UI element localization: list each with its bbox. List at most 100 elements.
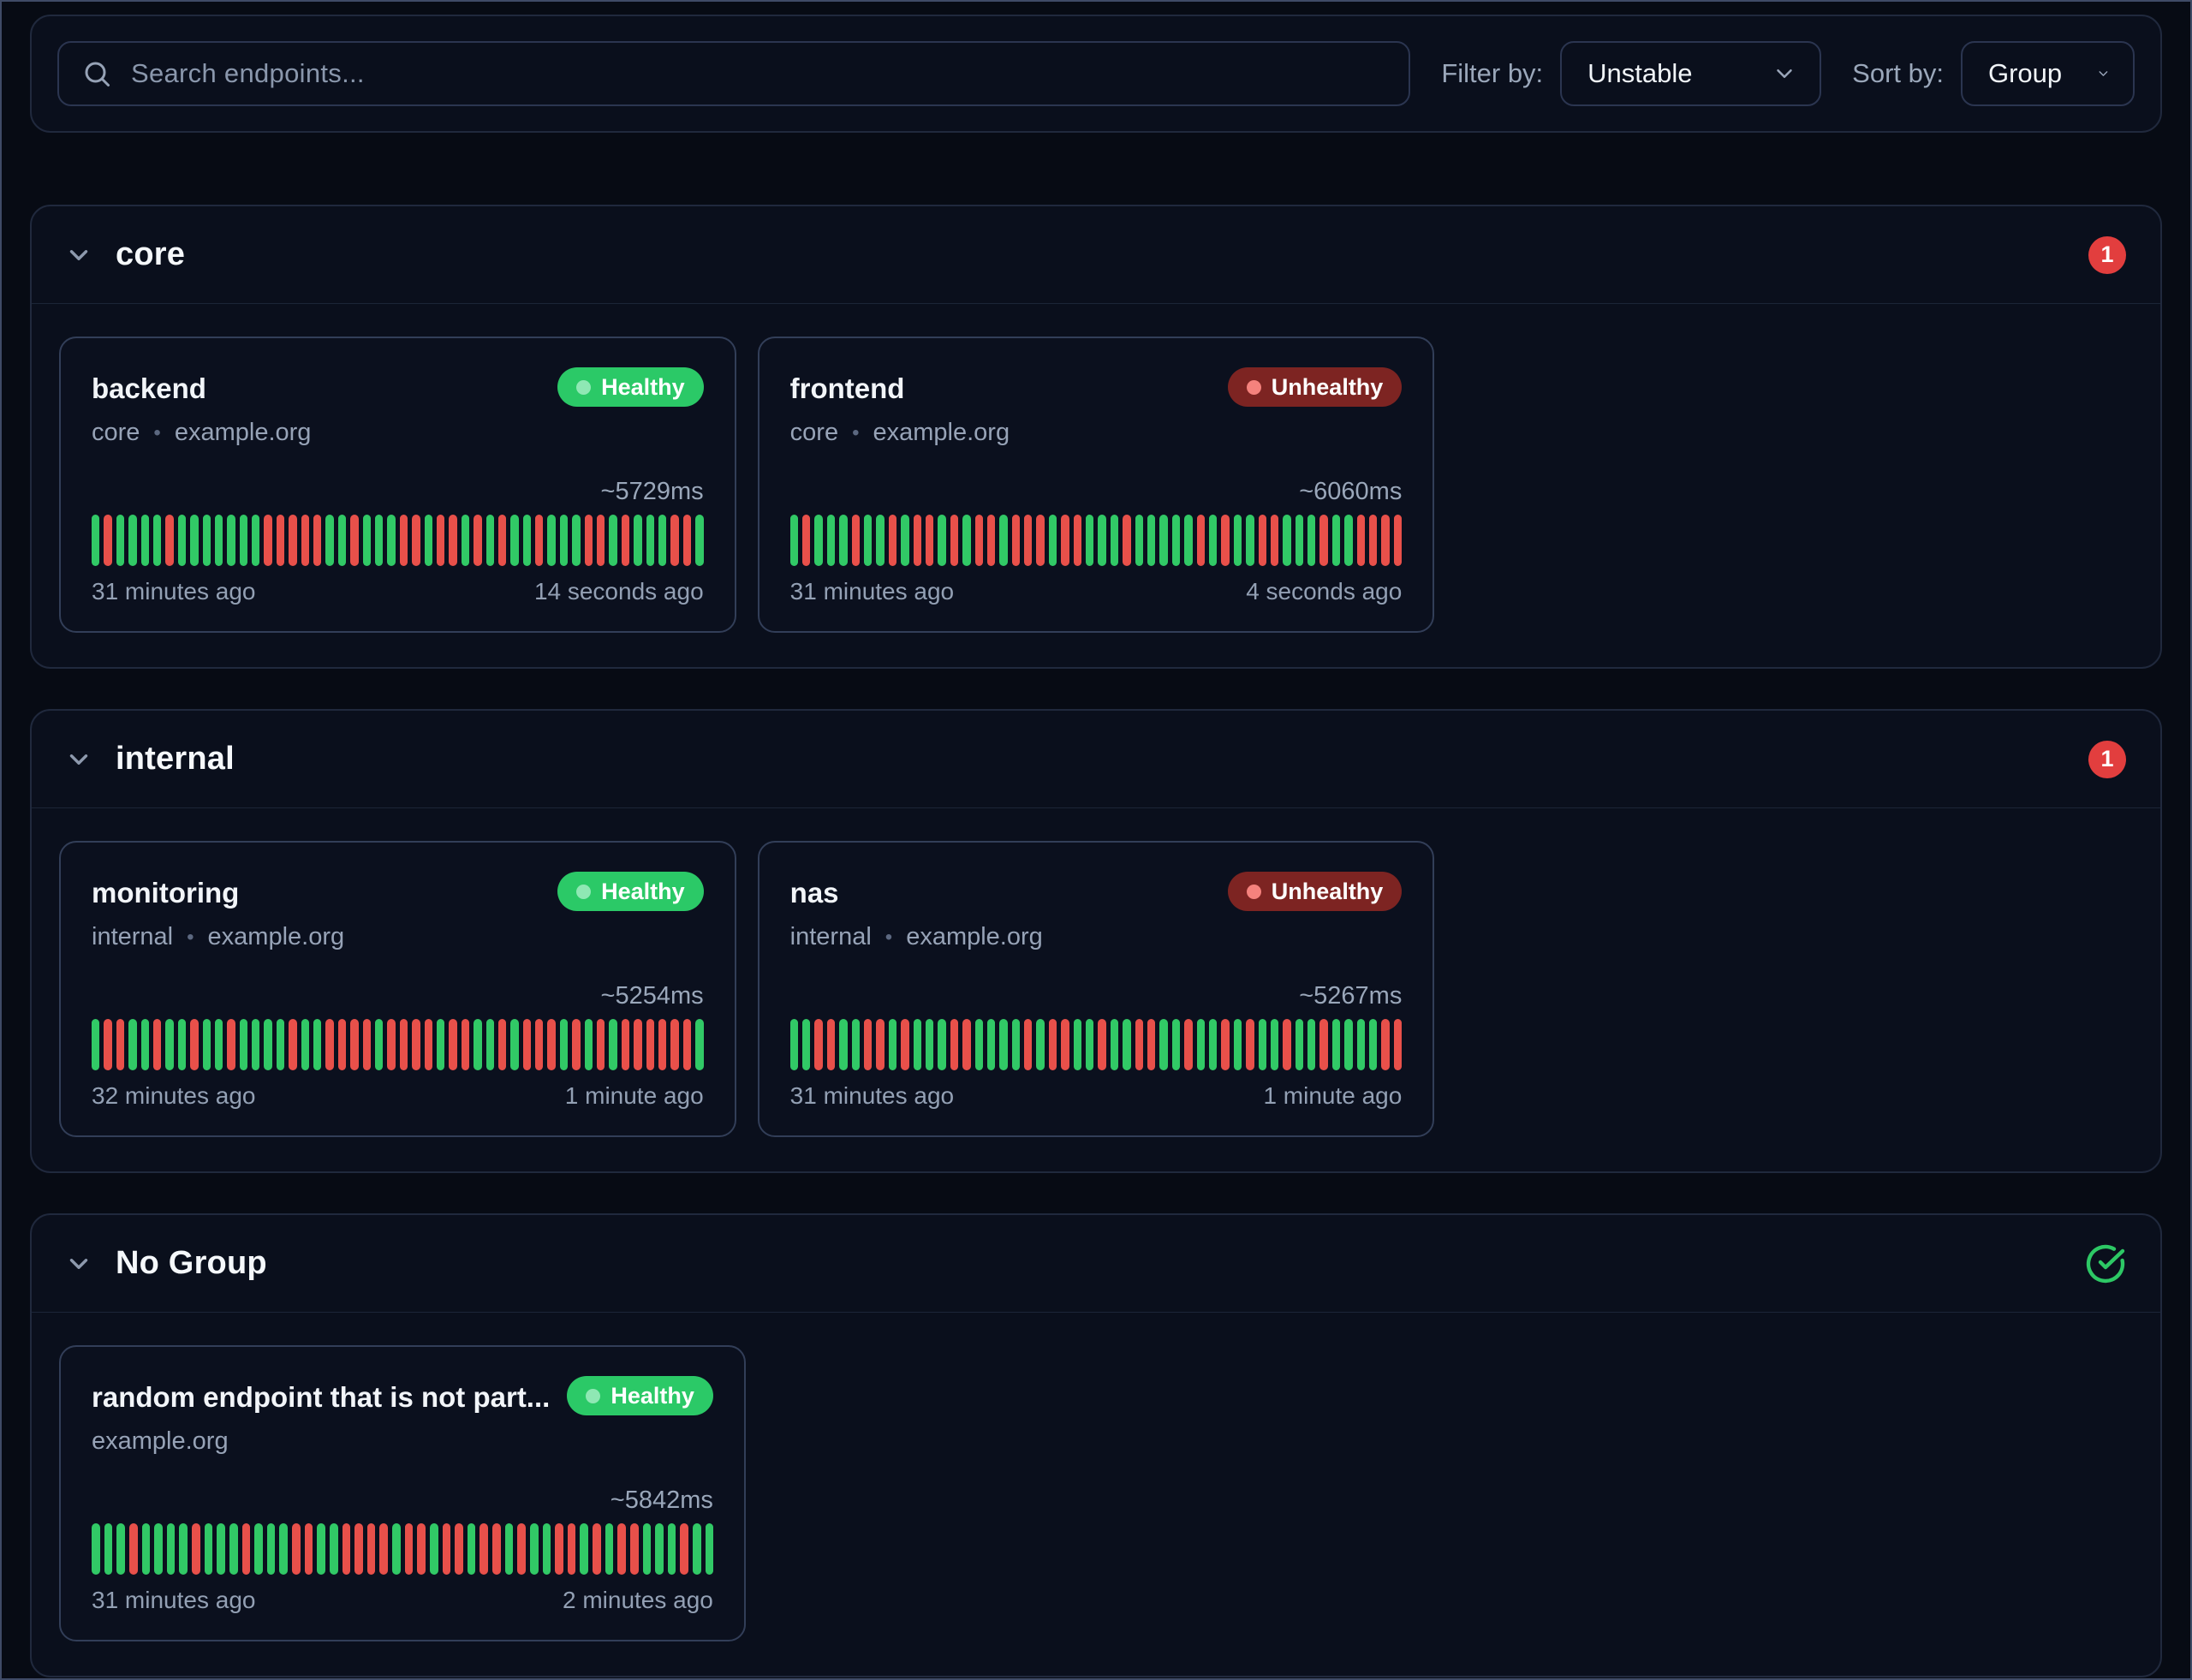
history-bar[interactable] [529,1523,539,1575]
history-bar[interactable] [547,515,556,566]
history-bar[interactable] [938,515,946,566]
history-bar[interactable] [1246,1019,1254,1070]
history-bar[interactable] [925,515,934,566]
history-bar[interactable] [1011,1019,1021,1070]
history-bar[interactable] [814,1019,823,1070]
history-bar[interactable] [165,515,174,566]
history-bar[interactable] [1147,515,1156,566]
history-bar[interactable] [876,1019,885,1070]
history-bar[interactable] [839,1019,848,1070]
history-bar[interactable] [497,1019,507,1070]
history-bar[interactable] [851,1019,860,1070]
history-bar[interactable] [362,515,371,566]
history-bar[interactable] [329,1523,338,1575]
history-bar[interactable] [104,1523,113,1575]
history-bar[interactable] [177,515,187,566]
history-bar[interactable] [555,1523,563,1575]
history-bar[interactable] [655,1523,664,1575]
history-bar[interactable] [461,515,470,566]
history-bar[interactable] [128,515,137,566]
history-bar[interactable] [621,515,630,566]
history-bar[interactable] [1036,515,1045,566]
history-bar[interactable] [1369,515,1378,566]
history-bar[interactable] [412,515,420,566]
history-bar[interactable] [1221,515,1230,566]
history-bar[interactable] [1135,1019,1143,1070]
endpoint-card[interactable]: random endpoint that is not part... Heal… [59,1345,746,1641]
history-bar[interactable] [950,515,959,566]
history-bar[interactable] [658,515,667,566]
history-bar[interactable] [279,1523,288,1575]
history-bar[interactable] [1393,1019,1403,1070]
history-bar[interactable] [1319,1019,1328,1070]
history-bar[interactable] [1098,515,1106,566]
history-bar[interactable] [999,515,1008,566]
history-bar[interactable] [166,1523,176,1575]
history-bar[interactable] [292,1523,301,1575]
history-bar[interactable] [1024,1019,1033,1070]
history-bar[interactable] [522,1019,532,1070]
history-bar[interactable] [693,1523,701,1575]
history-bar[interactable] [634,515,642,566]
history-bar[interactable] [467,1523,476,1575]
history-bar[interactable] [864,1019,873,1070]
history-bar[interactable] [1086,515,1094,566]
history-bar[interactable] [605,1523,614,1575]
history-bar[interactable] [593,1523,601,1575]
history-bar[interactable] [802,1019,811,1070]
history-bar[interactable] [350,515,359,566]
history-bar[interactable] [974,1019,983,1070]
history-bar[interactable] [826,515,836,566]
history-bar[interactable] [913,515,921,566]
history-bar[interactable] [192,1523,200,1575]
history-bar[interactable] [839,515,848,566]
history-bar[interactable] [938,1019,946,1070]
history-bar[interactable] [1246,515,1254,566]
history-bar[interactable] [695,1019,704,1070]
history-bar[interactable] [901,1019,909,1070]
history-bar[interactable] [1233,515,1242,566]
history-bar[interactable] [1184,1019,1193,1070]
history-bar[interactable] [1184,515,1193,566]
history-bar[interactable] [682,1019,692,1070]
history-bar[interactable] [1270,515,1279,566]
history-bar[interactable] [1283,515,1291,566]
history-bar[interactable] [1147,1019,1156,1070]
history-bar[interactable] [116,1019,125,1070]
history-bar[interactable] [404,1523,414,1575]
history-bar[interactable] [217,1523,225,1575]
history-bar[interactable] [362,1019,371,1070]
history-bar[interactable] [424,515,432,566]
history-bar[interactable] [1048,1019,1057,1070]
history-bar[interactable] [227,1019,235,1070]
history-bar[interactable] [542,1523,551,1575]
history-bar[interactable] [1331,515,1341,566]
history-bar[interactable] [492,1523,501,1575]
history-bar[interactable] [1171,1019,1181,1070]
history-bar[interactable] [140,515,149,566]
history-bar[interactable] [104,1019,112,1070]
history-bar[interactable] [204,1523,213,1575]
history-bar[interactable] [517,1523,526,1575]
history-bar[interactable] [190,1019,199,1070]
history-bar[interactable] [177,1019,187,1070]
history-bar[interactable] [474,515,482,566]
history-bar[interactable] [374,1019,384,1070]
history-bar[interactable] [962,515,971,566]
history-bar[interactable] [264,1019,272,1070]
history-bar[interactable] [1011,515,1021,566]
history-bar[interactable] [1061,515,1069,566]
history-bar[interactable] [461,1019,470,1070]
group-header[interactable]: core 1 [32,206,2160,304]
history-bar[interactable] [152,1019,162,1070]
history-bar[interactable] [1356,1019,1366,1070]
history-bar[interactable] [535,1019,544,1070]
history-bar[interactable] [584,515,593,566]
history-bar[interactable] [642,1523,652,1575]
history-bar[interactable] [417,1523,426,1575]
history-bar[interactable] [366,1523,376,1575]
history-bar[interactable] [1258,515,1266,566]
history-bar[interactable] [547,1019,556,1070]
history-bar[interactable] [1086,1019,1094,1070]
history-bar[interactable] [1295,1019,1304,1070]
